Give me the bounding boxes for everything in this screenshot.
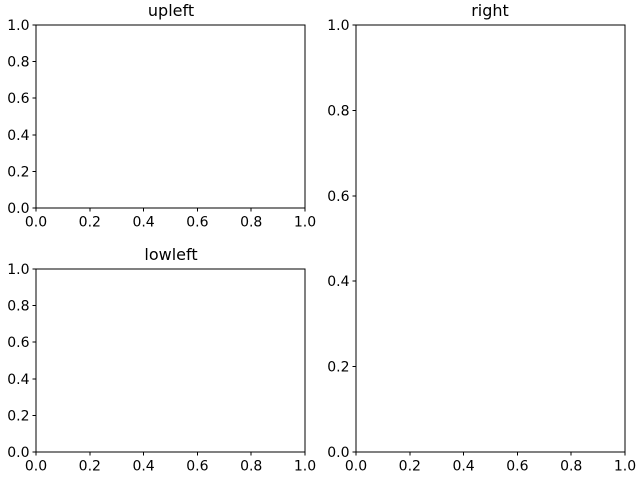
x-tick-label-lowleft: 0.4 xyxy=(132,459,154,475)
subplot-title-upleft: upleft xyxy=(148,1,194,20)
x-tick-label-lowleft: 0.2 xyxy=(79,459,101,475)
y-tick-label-upleft: 0.8 xyxy=(7,55,29,71)
y-tick-label-right: 0.0 xyxy=(327,445,349,461)
subplot-lowleft: lowleft 0.0 0.2 0.4 0.6 0.8 1.00.00.20.40.60.… xyxy=(7,245,316,475)
x-tick-label-right: 0.8 xyxy=(560,459,582,475)
x-tick-label-right: 0.4 xyxy=(452,459,474,475)
subplot-upleft: upleft 0.0 0.2 0.4 0.6 0.8 1.0 0.0 0.2 0.4 0.6 0.8… xyxy=(7,1,316,231)
y-tick-label-upleft: 1.0 xyxy=(7,18,29,34)
y-tick-label-upleft: 0.4 xyxy=(7,128,29,144)
y-tick-label-upleft: 0.0 xyxy=(7,201,29,217)
subplot-title-right: right xyxy=(471,1,509,20)
y-tick-label-right: 0.2 xyxy=(327,360,349,376)
x-tick-label-upleft: 0.4 xyxy=(132,215,154,231)
y-tick-label-right: 0.4 xyxy=(327,274,349,290)
x-tick-label-lowleft: 0.6 xyxy=(186,459,208,475)
x-tick-label-right: 0.2 xyxy=(399,459,421,475)
y-tick-label-upleft: 0.2 xyxy=(7,164,29,180)
axes-right: 0.0 0.2 0.4 0.6 0.8 1.0 0.0 0.2 0.4 0.6 0.8 1.0 xyxy=(327,18,636,475)
x-tick-label-right: 1.0 xyxy=(614,459,636,475)
x-tick-label-lowleft: 1.0 xyxy=(294,459,316,475)
axes-upleft: 0.0 0.2 0.4 0.6 0.8 1.0 0.0 0.2 0.4 0.6 0.8 1.0 xyxy=(7,18,316,231)
x-tick-label-right: 0.6 xyxy=(506,459,528,475)
y-tick-label-lowleft: 1.0 xyxy=(7,262,29,278)
x-tick-label-upleft: 0.6 xyxy=(186,215,208,231)
y-tick-label-right: 0.6 xyxy=(327,189,349,205)
y-tick-label-right: 1.0 xyxy=(327,18,349,34)
y-tick-label-lowleft: 0.4 xyxy=(7,372,29,388)
x-tick-label-right: 0.0 xyxy=(345,459,367,475)
x-tick-label-upleft: 0.8 xyxy=(240,215,262,231)
x-tick-label-lowleft: 0.8 xyxy=(240,459,262,475)
y-tick-label-lowleft: 0.6 xyxy=(7,335,29,351)
x-tick-label-lowleft: 0.0 xyxy=(25,459,47,475)
y-tick-label-lowleft: 0.8 xyxy=(7,299,29,315)
axes-lowleft: 0.0 0.2 0.4 0.6 0.8 1.0 0.0 0.2 0.4 0.6 0.8 1.0 xyxy=(7,262,316,475)
axes-frame-right xyxy=(355,24,626,453)
y-tick-label-upleft: 0.6 xyxy=(7,91,29,107)
y-tick-label-right: 0.8 xyxy=(327,103,349,119)
x-tick-label-upleft: 0.0 xyxy=(25,215,47,231)
axes-frame-lowleft xyxy=(35,268,306,453)
y-tick-label-lowleft: 0.2 xyxy=(7,408,29,424)
x-tick-label-upleft: 0.2 xyxy=(79,215,101,231)
subplot-right: right 0.0 0.2 0.4 0.6 0.8 1.0 0.0 0.2 0.4 0.6 0.8 1… xyxy=(327,1,636,475)
y-tick-label-lowleft: 0.0 xyxy=(7,445,29,461)
subplot-title-lowleft: lowleft xyxy=(144,245,197,264)
axes-frame-upleft xyxy=(35,24,306,209)
x-tick-label-upleft: 1.0 xyxy=(294,215,316,231)
